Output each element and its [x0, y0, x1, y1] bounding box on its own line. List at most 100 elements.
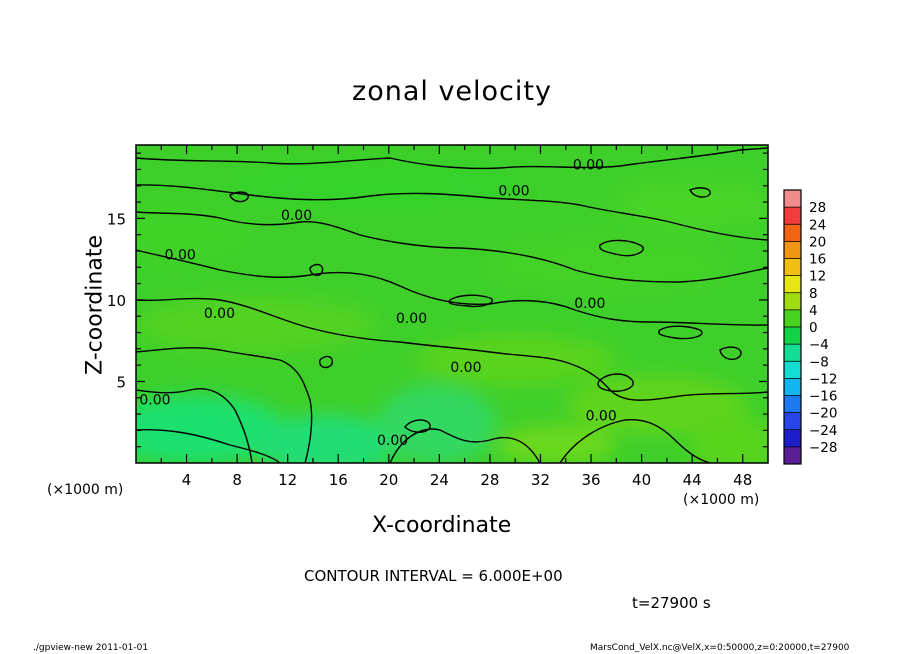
colorbar-segment: [784, 395, 801, 414]
contour-line: [404, 419, 431, 433]
footer-program-date: ./gpview-new 2011-01-01: [33, 643, 149, 653]
contour-line: [136, 347, 313, 463]
x-axis-label: X-coordinate: [372, 513, 512, 538]
plot-frame: [135, 144, 769, 464]
contour-lines: [136, 147, 768, 463]
y-tick-label: 5: [116, 373, 126, 391]
colorbar-segment: [784, 190, 801, 208]
contour-line: [319, 355, 334, 369]
colorbar-segment: [784, 275, 801, 294]
colorbar-tick-label: 8: [809, 286, 818, 302]
contour-label: 0.00: [396, 311, 427, 327]
shade-blob: [136, 297, 376, 353]
contour-label: 0.00: [574, 296, 605, 312]
contour-label: 0.00: [139, 392, 170, 408]
colorbar-tick-label: −16: [809, 389, 838, 405]
shade-blob: [136, 205, 246, 265]
colorbar-segment: [784, 446, 801, 465]
contour-label: 0.00: [165, 247, 196, 263]
x-tick-label: 16: [329, 471, 348, 489]
contour-label: 0.00: [377, 433, 408, 449]
y-tick-label: 10: [107, 292, 126, 310]
colorbar-segment: [784, 327, 801, 345]
x-tick-label: 4: [182, 471, 192, 489]
colorbar-tick-label: 24: [809, 217, 826, 233]
shade-blob: [486, 240, 726, 290]
contour-line: [689, 187, 711, 198]
colorbar-tick-label: 20: [809, 234, 826, 250]
colorbar-tick-label: 0: [809, 320, 818, 336]
colorbar-tick-label: 16: [809, 252, 826, 268]
colorbar-tick-label: −4: [809, 337, 829, 353]
colorbar-segment: [784, 361, 801, 379]
contour-line: [559, 418, 711, 463]
y-tick-label: 15: [107, 210, 126, 228]
x-tick-label: 40: [632, 471, 651, 489]
shade-blob: [691, 415, 768, 463]
contour-line: [309, 263, 324, 277]
contour-line: [136, 211, 768, 283]
colorbar-segment: [784, 207, 801, 225]
contour-line: [136, 428, 281, 463]
contour-label: 0.00: [586, 409, 617, 425]
x-tick-label: 48: [733, 471, 752, 489]
contour-label: 0.00: [573, 158, 604, 174]
contour-line: [389, 428, 541, 463]
contour-label: 0.00: [204, 306, 235, 322]
y-axis-ticks: 5 10 15: [107, 152, 768, 448]
x-tick-label: 8: [232, 471, 242, 489]
x-tick-label: 32: [531, 471, 550, 489]
x-tick-label: 12: [278, 471, 297, 489]
contour-label: 0.00: [450, 360, 481, 376]
colorbar-segment: [784, 429, 801, 448]
x-tick-label: 20: [379, 471, 398, 489]
shade-blob: [226, 160, 526, 210]
colorbar-tick-label: −28: [809, 440, 838, 456]
contour-label: 0.00: [281, 208, 312, 224]
shade-blob: [416, 335, 616, 385]
contour-line: [136, 184, 768, 241]
colorbar-tick-label: 4: [809, 303, 818, 319]
contour-line: [136, 147, 768, 170]
contour-line: [658, 325, 703, 340]
colorbar-segment: [784, 292, 801, 311]
colorbar-segment: [784, 258, 801, 277]
colorbar-tick-label: −8: [809, 354, 829, 370]
colorbar-segment: [784, 241, 801, 259]
contour-interval-label: CONTOUR INTERVAL = 6.000E+00: [304, 567, 563, 585]
contour-labels: 0.00 0.00 0.00 0.00 0.00 0.00 0.00 0.00 0.00 0.00…: [139, 158, 617, 450]
colorbar-tick-label: −20: [809, 406, 838, 422]
contour-label: 0.00: [498, 184, 529, 200]
shade-blob: [136, 395, 286, 463]
shade-blob: [496, 425, 616, 463]
footer-file-info: MarsCond_VelX.nc@VelX,x=0:50000,z=0:2000…: [590, 643, 850, 653]
colorbar-segment: [784, 224, 801, 242]
x-unit-label-left: (×1000 m): [47, 482, 124, 498]
colorbar-segment: [784, 412, 801, 431]
shade-blob: [616, 180, 768, 230]
colorbar-tick-label: 28: [809, 200, 826, 216]
colorbar-tick-label: −24: [809, 423, 838, 439]
contour-line: [719, 346, 742, 361]
colorbar-tick-label: −12: [809, 371, 838, 387]
chart-title: zonal velocity: [352, 76, 552, 107]
contour-line: [597, 373, 634, 392]
x-unit-label-right: (×1000 m): [683, 492, 760, 508]
shade-blob: [376, 385, 496, 463]
x-tick-label: 24: [430, 471, 449, 489]
y-axis-label: Z-coordinate: [82, 235, 108, 375]
x-tick-label: 28: [480, 471, 499, 489]
colorbar-segment: [784, 378, 801, 396]
contour-line: [136, 388, 253, 463]
time-label: t=27900 s: [632, 594, 711, 612]
colorbar-segment: [784, 344, 801, 362]
colorbar-tick-label: 12: [809, 269, 826, 285]
contour-line: [229, 191, 249, 203]
colorbar-segment: [784, 309, 801, 328]
contour-line: [136, 297, 768, 401]
contour-line: [448, 294, 493, 308]
contour-line: [598, 239, 644, 257]
velocity-shading: [136, 160, 768, 463]
